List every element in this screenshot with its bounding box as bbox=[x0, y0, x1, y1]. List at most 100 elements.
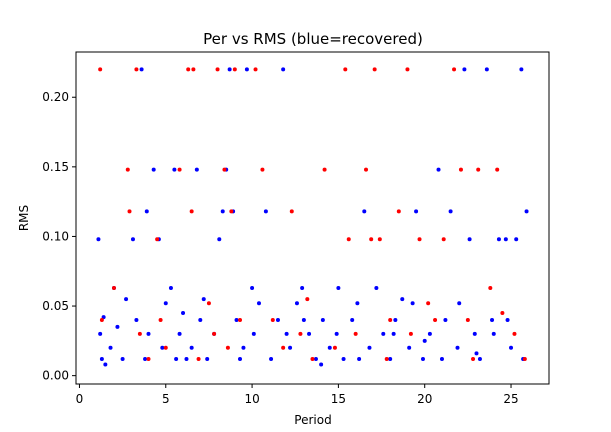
scatter-point bbox=[241, 345, 246, 350]
scatter-point bbox=[99, 356, 104, 361]
scatter-point bbox=[158, 317, 163, 322]
scatter-point bbox=[439, 356, 444, 361]
x-tick-label: 5 bbox=[162, 392, 170, 406]
scatter-point bbox=[391, 331, 396, 336]
scatter-point bbox=[400, 297, 405, 302]
scatter-point bbox=[452, 67, 457, 72]
scatter-point bbox=[396, 209, 401, 214]
scatter-point bbox=[496, 237, 501, 242]
scatter-point bbox=[238, 356, 242, 361]
scatter-point bbox=[519, 67, 524, 72]
scatter-point bbox=[269, 356, 274, 361]
scatter-point bbox=[115, 324, 120, 329]
scatter-point bbox=[134, 67, 139, 72]
scatter-point bbox=[250, 285, 255, 290]
scatter-point bbox=[465, 317, 470, 322]
scatter-point bbox=[346, 237, 351, 242]
scatter-point bbox=[313, 356, 318, 361]
scatter-point bbox=[281, 67, 286, 72]
scatter-point bbox=[471, 356, 476, 361]
scatter-point bbox=[99, 317, 104, 322]
scatter-point bbox=[238, 317, 242, 322]
scatter-point bbox=[284, 331, 289, 336]
scatter-point bbox=[174, 356, 179, 361]
scatter-point bbox=[426, 301, 431, 306]
scatter-point bbox=[472, 331, 477, 336]
scatter-point bbox=[172, 167, 177, 172]
scatter-point bbox=[181, 311, 186, 316]
points-layer bbox=[96, 67, 529, 367]
scatter-point bbox=[275, 317, 280, 322]
scatter-point bbox=[364, 167, 369, 172]
plot-frame bbox=[75, 51, 550, 385]
scatter-point bbox=[524, 209, 529, 214]
scatter-point bbox=[189, 345, 194, 350]
scatter-point bbox=[137, 331, 142, 336]
scatter-point bbox=[322, 167, 327, 172]
scatter-point bbox=[300, 285, 305, 290]
scatter-point bbox=[143, 356, 148, 361]
scatter-point bbox=[484, 67, 489, 72]
scatter-point bbox=[319, 362, 324, 367]
y-axis: 0.00 0.05 0.10 0.15 0.20 bbox=[42, 90, 76, 383]
scatter-point bbox=[146, 356, 151, 361]
scatter-point bbox=[388, 317, 393, 322]
scatter-point bbox=[503, 237, 508, 242]
scatter-point bbox=[301, 317, 306, 322]
scatter-point bbox=[108, 345, 113, 350]
scatter-point bbox=[436, 167, 441, 172]
scatter-point bbox=[367, 345, 372, 350]
scatter-point bbox=[198, 317, 203, 322]
scatter-point bbox=[163, 301, 168, 306]
scatter-point bbox=[320, 317, 325, 322]
scatter-point bbox=[225, 345, 230, 350]
chart-title: Per vs RMS (blue=recovered) bbox=[203, 30, 423, 48]
scatter-point bbox=[388, 356, 393, 361]
scatter-point bbox=[467, 237, 472, 242]
scatter-point bbox=[127, 209, 132, 214]
scatter-point bbox=[490, 317, 495, 322]
scatter-point bbox=[448, 209, 453, 214]
scatter-point bbox=[393, 317, 398, 322]
scatter-point bbox=[332, 345, 337, 350]
scatter-point bbox=[96, 237, 101, 242]
scatter-point bbox=[289, 209, 294, 214]
scatter-point bbox=[427, 331, 432, 336]
scatter-point bbox=[270, 317, 275, 322]
scatter-point bbox=[374, 285, 379, 290]
scatter-point bbox=[151, 167, 156, 172]
scatter-point bbox=[458, 167, 463, 172]
scatter-point bbox=[514, 237, 519, 242]
scatter-point bbox=[350, 317, 355, 322]
y-tick-label: 0.00 bbox=[42, 369, 69, 383]
x-tick-label: 0 bbox=[76, 392, 84, 406]
scatter-point bbox=[260, 167, 265, 172]
scatter-point bbox=[362, 209, 367, 214]
scatter-point bbox=[205, 356, 210, 361]
scatter-point bbox=[217, 237, 222, 242]
scatter-point bbox=[263, 209, 268, 214]
scatter-point bbox=[196, 356, 201, 361]
scatter-point bbox=[307, 331, 312, 336]
y-tick-label: 0.20 bbox=[42, 90, 69, 104]
y-tick-label: 0.05 bbox=[42, 299, 69, 313]
scatter-point bbox=[186, 67, 191, 72]
scatter-point bbox=[177, 331, 182, 336]
scatter-point bbox=[168, 285, 173, 290]
scatter-point bbox=[220, 209, 225, 214]
scatter-point bbox=[377, 237, 382, 242]
scatter-point bbox=[357, 356, 362, 361]
scatter-point bbox=[408, 331, 413, 336]
scatter-point bbox=[441, 237, 446, 242]
scatter-point bbox=[222, 167, 227, 172]
scatter-point bbox=[327, 345, 332, 350]
scatter-point bbox=[229, 209, 234, 214]
scatter-point bbox=[457, 301, 462, 306]
scatter-point bbox=[341, 356, 346, 361]
scatter-point bbox=[462, 67, 467, 72]
scatter-point bbox=[281, 345, 286, 350]
scatter-point bbox=[405, 67, 410, 72]
scatter-point bbox=[477, 356, 482, 361]
scatter-point bbox=[111, 285, 116, 290]
scatter-point bbox=[476, 167, 481, 172]
